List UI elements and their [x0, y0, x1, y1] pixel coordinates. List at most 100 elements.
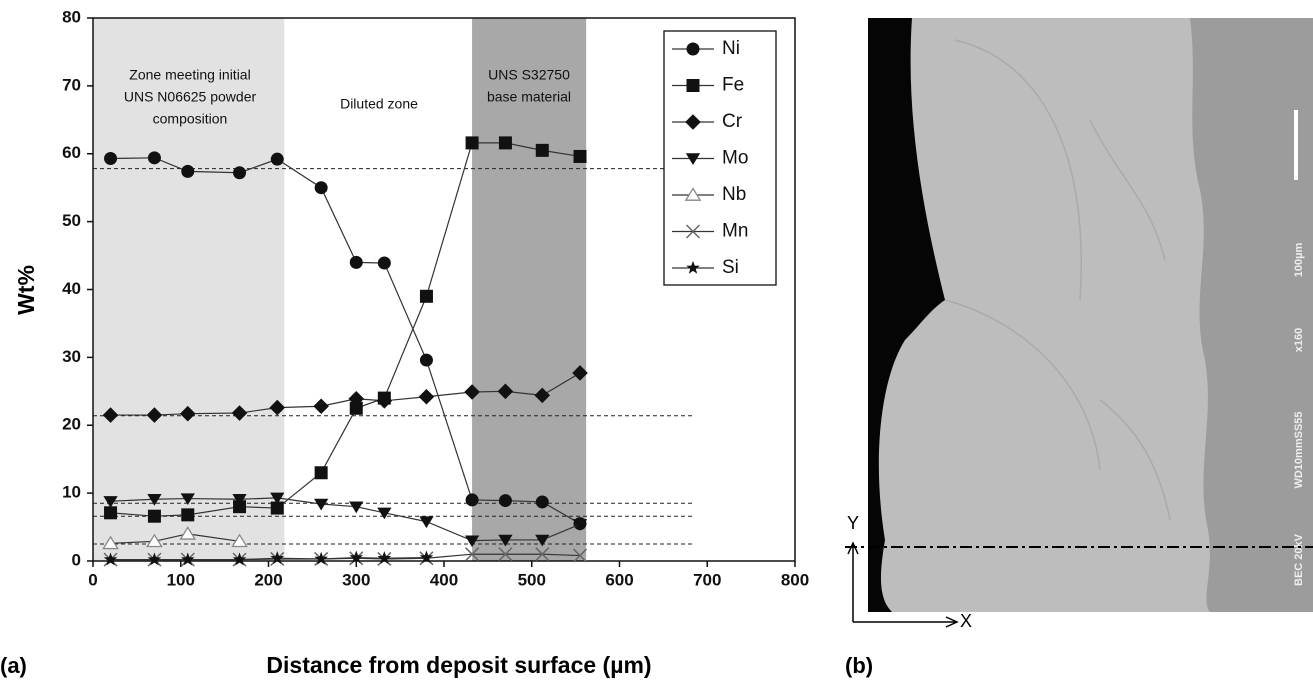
marker	[498, 547, 513, 562]
marker	[314, 466, 328, 480]
marker	[232, 552, 247, 566]
axis-x-label: X	[960, 611, 972, 631]
legend-label: Cr	[722, 111, 743, 132]
plot: Zone meeting initial UNS N06625 powder com…	[62, 7, 809, 589]
marker	[180, 493, 195, 506]
marker	[270, 501, 284, 515]
y-tick-label: 50	[62, 211, 81, 230]
x-axis-label: Distance from deposit surface (µm)	[266, 652, 651, 678]
panel-label: (a)	[0, 653, 27, 678]
x-tick-label: 500	[518, 570, 546, 589]
marker	[535, 534, 550, 547]
marker	[419, 289, 433, 303]
legend-marker	[685, 114, 701, 130]
marker	[181, 508, 195, 522]
panel-label: (b)	[845, 653, 873, 678]
magnification: x160	[1293, 328, 1305, 352]
marker	[314, 551, 328, 565]
scale-bar-label: 100µm	[1293, 243, 1305, 278]
beam-info: BEC 20kV	[1293, 533, 1305, 586]
marker	[497, 383, 514, 400]
marker	[103, 496, 118, 508]
x-tick-label: 100	[167, 570, 195, 589]
marker	[534, 387, 551, 404]
marker	[270, 551, 285, 565]
annotation: base material	[487, 89, 571, 105]
y-tick-label: 40	[62, 279, 81, 298]
legend-marker	[685, 153, 701, 165]
legend-marker	[684, 187, 702, 201]
marker	[147, 552, 162, 566]
x-tick-label: 300	[342, 570, 370, 589]
marker	[313, 398, 329, 415]
marker	[572, 548, 588, 563]
marker	[146, 407, 163, 423]
legend-marker	[686, 260, 700, 274]
x-tick-label: 700	[693, 570, 721, 589]
legend-label: Fe	[722, 75, 744, 96]
marker	[572, 365, 588, 381]
marker	[377, 551, 392, 565]
axis-y-label: Y	[847, 513, 859, 533]
marker	[147, 509, 161, 523]
marker	[179, 526, 197, 540]
x-tick-label: 800	[781, 570, 809, 589]
marker	[465, 136, 479, 150]
y-tick-label: 0	[72, 550, 81, 569]
legend-label: Mo	[722, 148, 748, 169]
shaded-region	[93, 18, 285, 561]
legend-label: Mn	[722, 221, 748, 242]
marker	[102, 535, 119, 550]
marker	[104, 152, 118, 166]
marker	[377, 507, 392, 520]
marker	[349, 255, 363, 269]
annotation: Zone meeting initial	[129, 67, 250, 83]
x-tick-label: 600	[605, 570, 633, 589]
y-tick-label: 10	[62, 483, 81, 502]
legend-marker	[686, 42, 700, 56]
legend-label: Nb	[722, 184, 746, 205]
marker	[103, 552, 118, 566]
mount-background	[868, 18, 945, 612]
y-tick-label: 30	[62, 347, 81, 366]
marker	[231, 405, 248, 421]
marker	[102, 407, 119, 423]
marker	[419, 516, 434, 529]
legend-label: Ni	[722, 38, 740, 59]
marker	[535, 547, 550, 562]
annotation: Diluted zone	[340, 96, 418, 112]
working-distance: WD10mmSS55	[1293, 411, 1305, 488]
marker	[314, 498, 329, 511]
x-tick-label: 400	[430, 570, 458, 589]
x-tick-label: 200	[254, 570, 282, 589]
marker	[465, 493, 479, 507]
marker	[535, 143, 549, 157]
y-tick-label: 60	[62, 143, 81, 162]
y-tick-label: 80	[62, 7, 81, 26]
marker	[498, 494, 512, 508]
legend-marker	[686, 79, 700, 92]
marker	[419, 550, 434, 564]
marker	[232, 494, 247, 506]
marker	[269, 399, 286, 416]
legend-label: Si	[722, 257, 739, 278]
marker	[147, 151, 161, 165]
marker	[179, 405, 196, 422]
marker	[572, 519, 588, 531]
marker	[348, 390, 365, 407]
y-tick-label: 20	[62, 415, 81, 434]
fusion-line	[944, 39, 1171, 521]
marker	[376, 393, 393, 409]
marker	[419, 353, 433, 367]
marker	[464, 384, 480, 400]
legend: Ni Fe Cr Mo Nb Mn Si	[663, 30, 777, 286]
shaded-region	[472, 18, 587, 561]
marker	[233, 500, 247, 514]
y-tick-label: 70	[62, 75, 81, 94]
y-axis-label: Wt%	[13, 265, 39, 315]
annotation: composition	[153, 111, 228, 127]
marker	[418, 388, 435, 405]
legend-marker	[685, 224, 701, 239]
annotation: UNS S32750	[488, 67, 570, 83]
